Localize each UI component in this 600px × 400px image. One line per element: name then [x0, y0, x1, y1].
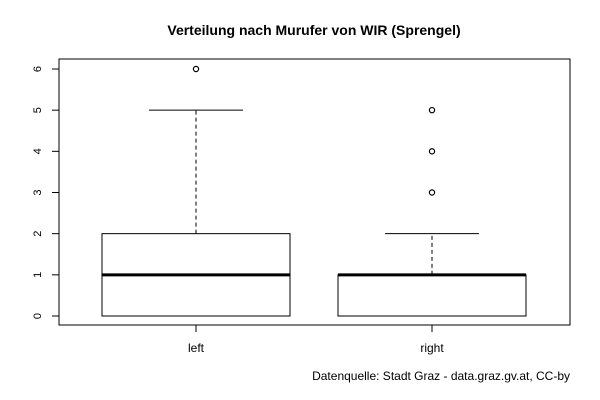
y-tick-label: 6 [32, 66, 44, 72]
y-tick-label: 3 [32, 189, 44, 195]
outlier-point [192, 65, 200, 73]
y-tick-label: 2 [32, 231, 44, 237]
outlier-point [428, 189, 436, 196]
box-left [101, 65, 291, 317]
x-tick-label-left: left [188, 341, 205, 355]
y-tick-label: 4 [32, 148, 44, 154]
outlier-point [428, 148, 436, 155]
box-right [337, 106, 527, 317]
y-axis: 0 1 2 3 4 5 6 [32, 66, 59, 319]
outlier-point [428, 106, 436, 114]
x-tick-label-right: right [420, 341, 444, 355]
plot-frame [58, 58, 571, 326]
chart-title: Verteilung nach Murufer von WIR (Sprenge… [167, 22, 460, 38]
y-tick-label: 0 [32, 313, 44, 319]
x-axis: left right [188, 325, 444, 355]
box-iqr [337, 274, 527, 317]
y-tick-label: 5 [32, 107, 44, 113]
data-source-caption: Datenquelle: Stadt Graz - data.graz.gv.a… [312, 369, 570, 383]
boxes [101, 65, 527, 317]
y-tick-label: 1 [32, 272, 44, 278]
